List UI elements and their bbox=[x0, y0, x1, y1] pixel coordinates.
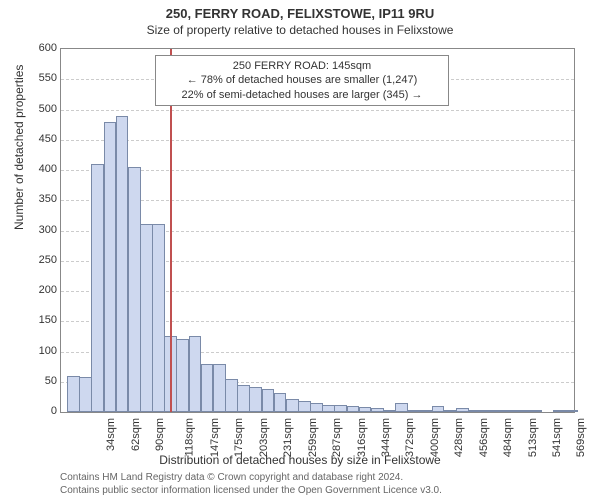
y-tick: 450 bbox=[17, 133, 57, 145]
y-tick: 50 bbox=[17, 375, 57, 387]
x-tick: 372sqm bbox=[405, 418, 417, 457]
annotation-box: 250 FERRY ROAD: 145sqm ← 78% of detached… bbox=[155, 55, 449, 106]
x-tick: 90sqm bbox=[154, 418, 166, 451]
histogram-bar bbox=[225, 379, 238, 412]
histogram-bar bbox=[407, 410, 420, 412]
histogram-bar bbox=[67, 376, 80, 412]
histogram-bar bbox=[116, 116, 129, 412]
histogram-bar bbox=[298, 401, 311, 412]
histogram-bar bbox=[286, 399, 299, 412]
y-tick: 250 bbox=[17, 254, 57, 266]
chart-title: 250, FERRY ROAD, FELIXSTOWE, IP11 9RU bbox=[0, 6, 600, 21]
y-tick: 600 bbox=[17, 42, 57, 54]
histogram-bar bbox=[444, 410, 457, 412]
footer-line-2: Contains public sector information licen… bbox=[60, 485, 442, 498]
histogram-bar bbox=[383, 410, 396, 412]
histogram-bar bbox=[310, 403, 323, 412]
histogram-bar bbox=[505, 410, 518, 412]
y-tick: 0 bbox=[17, 405, 57, 417]
x-tick: 62sqm bbox=[130, 418, 142, 451]
histogram-bar bbox=[359, 407, 372, 412]
histogram-bar bbox=[213, 364, 226, 412]
annotation-line-3: 22% of semi-detached houses are larger (… bbox=[162, 88, 442, 102]
x-tick: 344sqm bbox=[380, 418, 392, 457]
y-tick: 150 bbox=[17, 314, 57, 326]
x-tick: 569sqm bbox=[576, 418, 588, 457]
x-tick: 456sqm bbox=[478, 418, 490, 457]
histogram-bar bbox=[371, 408, 384, 412]
x-tick: 541sqm bbox=[551, 418, 563, 457]
histogram-bar bbox=[322, 405, 335, 412]
histogram-bar bbox=[517, 410, 530, 412]
chart-container: { "title_main": "250, FERRY ROAD, FELIXS… bbox=[0, 0, 600, 500]
x-tick: 34sqm bbox=[105, 418, 117, 451]
y-tick: 500 bbox=[17, 103, 57, 115]
y-tick: 350 bbox=[17, 193, 57, 205]
x-tick: 287sqm bbox=[331, 418, 343, 457]
histogram-bar bbox=[262, 389, 275, 412]
histogram-bar bbox=[189, 336, 202, 412]
x-tick: 147sqm bbox=[209, 418, 221, 457]
x-tick: 118sqm bbox=[184, 418, 196, 456]
histogram-bar bbox=[432, 406, 445, 412]
histogram-bar bbox=[480, 410, 493, 412]
gridline bbox=[61, 110, 574, 111]
histogram-bar bbox=[140, 224, 153, 412]
histogram-bar bbox=[395, 403, 408, 412]
footer-line-1: Contains HM Land Registry data © Crown c… bbox=[60, 472, 442, 485]
histogram-bar bbox=[492, 410, 505, 412]
histogram-bar bbox=[79, 377, 92, 412]
histogram-bar bbox=[274, 393, 287, 412]
footer-attribution: Contains HM Land Registry data © Crown c… bbox=[60, 472, 442, 497]
x-tick: 175sqm bbox=[233, 418, 245, 457]
y-tick: 550 bbox=[17, 72, 57, 84]
histogram-bar bbox=[565, 410, 578, 412]
x-tick: 513sqm bbox=[527, 418, 539, 457]
histogram-bar bbox=[456, 408, 469, 412]
y-tick: 400 bbox=[17, 163, 57, 175]
histogram-bar bbox=[419, 410, 432, 412]
gridline bbox=[61, 140, 574, 141]
annotation-line-1: 250 FERRY ROAD: 145sqm bbox=[162, 59, 442, 73]
histogram-bar bbox=[237, 385, 250, 412]
x-tick: 484sqm bbox=[502, 418, 514, 457]
histogram-bar bbox=[128, 167, 141, 412]
histogram-bar bbox=[468, 410, 481, 412]
histogram-bar bbox=[334, 405, 347, 412]
histogram-bar bbox=[176, 339, 189, 412]
x-tick: 203sqm bbox=[258, 418, 270, 457]
histogram-bar bbox=[529, 410, 542, 412]
x-tick: 428sqm bbox=[453, 418, 465, 457]
x-tick: 400sqm bbox=[429, 418, 441, 457]
histogram-bar bbox=[152, 224, 165, 412]
x-tick: 316sqm bbox=[356, 418, 368, 457]
x-tick: 259sqm bbox=[307, 418, 319, 457]
histogram-bar bbox=[201, 364, 214, 412]
y-tick: 200 bbox=[17, 284, 57, 296]
x-tick: 231sqm bbox=[282, 418, 294, 457]
chart-subtitle: Size of property relative to detached ho… bbox=[0, 23, 600, 37]
histogram-bar bbox=[104, 122, 117, 412]
histogram-bar bbox=[249, 387, 262, 412]
histogram-bar bbox=[347, 406, 360, 412]
histogram-bar bbox=[91, 164, 104, 412]
y-tick: 300 bbox=[17, 224, 57, 236]
annotation-line-2: ← 78% of detached houses are smaller (1,… bbox=[162, 73, 442, 87]
y-tick: 100 bbox=[17, 345, 57, 357]
histogram-bar bbox=[553, 410, 566, 412]
